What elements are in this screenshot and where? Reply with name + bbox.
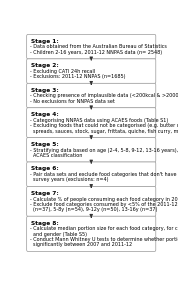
Text: (n=37), 5-8y (n=54), 9-12y (n=50), 13-16y (n=37): (n=37), 5-8y (n=54), 9-12y (n=50), 13-16… <box>30 207 158 212</box>
Text: Stage 5:: Stage 5: <box>31 142 59 147</box>
Text: Stage 1:: Stage 1: <box>31 39 59 44</box>
Text: - Checking presence of implausible data (<200kcal & >20000kcal): - Checking presence of implausible data … <box>30 93 178 98</box>
Text: and gender (Table S5): and gender (Table S5) <box>30 232 87 237</box>
Text: - Calculate % of people consuming each food category in 2011-12 (Table S6): - Calculate % of people consuming each f… <box>30 196 178 201</box>
Text: Stage 3:: Stage 3: <box>31 88 59 93</box>
Text: - Excluding CATI 24h recall: - Excluding CATI 24h recall <box>30 69 95 74</box>
FancyBboxPatch shape <box>27 35 156 59</box>
FancyBboxPatch shape <box>27 162 156 186</box>
Text: - Categorising NNPAS data using ACAES foods (Table S1): - Categorising NNPAS data using ACAES fo… <box>30 118 169 123</box>
FancyBboxPatch shape <box>27 108 156 138</box>
Text: Stage 2:: Stage 2: <box>31 63 59 68</box>
Text: survey years (exclusions: n=4): survey years (exclusions: n=4) <box>30 177 109 183</box>
Text: Stage 4:: Stage 4: <box>31 112 59 117</box>
Text: - Data obtained from the Australian Bureau of Statistics: - Data obtained from the Australian Bure… <box>30 44 167 50</box>
FancyBboxPatch shape <box>27 216 156 251</box>
FancyBboxPatch shape <box>27 59 156 83</box>
FancyBboxPatch shape <box>27 186 156 216</box>
Text: - Exclude food categories consumed by <5% of the 2011-12 population: 2-4y: - Exclude food categories consumed by <5… <box>30 202 178 207</box>
Text: Stage 8:: Stage 8: <box>31 221 59 226</box>
Text: ACAES classification: ACAES classification <box>30 153 83 158</box>
FancyBboxPatch shape <box>27 83 156 108</box>
Text: - Exclusions: 2011-12 NNPAS (n=1685): - Exclusions: 2011-12 NNPAS (n=1685) <box>30 74 126 79</box>
Text: - Calculate median portion size for each food category, for classifications of a: - Calculate median portion size for each… <box>30 226 178 231</box>
Text: Stage 6:: Stage 6: <box>31 166 59 171</box>
Text: significantly between 2007 and 2011-12: significantly between 2007 and 2011-12 <box>30 242 132 247</box>
Text: - Conduct Mann Whitney U tests to determine whether portion size changed: - Conduct Mann Whitney U tests to determ… <box>30 237 178 242</box>
Text: spreads, sauces, stock, sugar, frittata, quiche, fish curry, mixed vegetables): spreads, sauces, stock, sugar, frittata,… <box>30 128 178 134</box>
Text: Stage 7:: Stage 7: <box>31 191 59 196</box>
Text: - Pair data sets and exclude food categories that don't have comparable data in: - Pair data sets and exclude food catego… <box>30 172 178 177</box>
Text: - No exclusions for NNPAS data set: - No exclusions for NNPAS data set <box>30 99 115 104</box>
Text: - Stratifying data based on age (2-4, 5-8, 9-12, 13-16 years), gender and: - Stratifying data based on age (2-4, 5-… <box>30 148 178 153</box>
FancyBboxPatch shape <box>27 138 156 162</box>
Text: - Excluding foods that could not be categorised (e.g. butter or margarine: - Excluding foods that could not be cate… <box>30 123 178 128</box>
Text: - Children 2-16 years, 2011-12 NNPAS data (n= 2548): - Children 2-16 years, 2011-12 NNPAS dat… <box>30 50 162 55</box>
